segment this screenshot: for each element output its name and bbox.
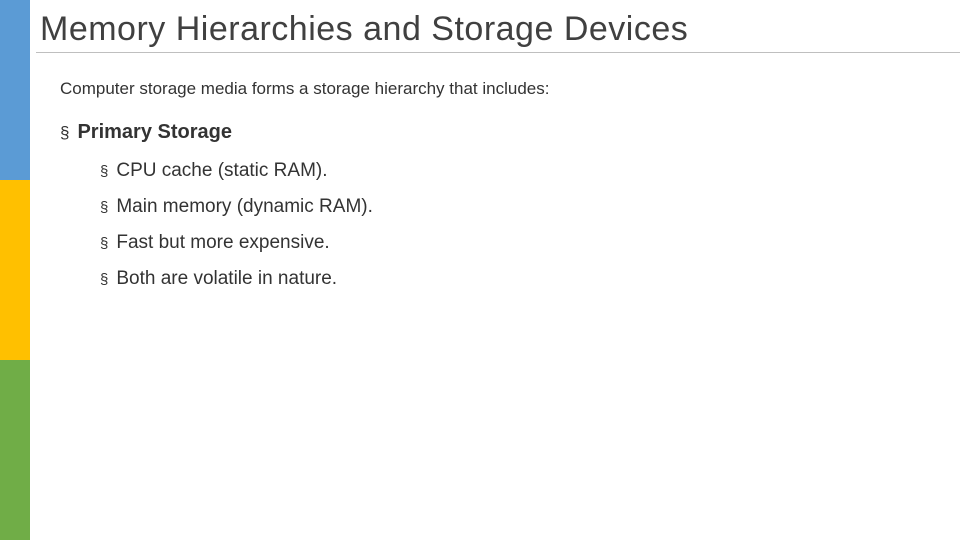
bullet-icon: § <box>100 235 108 252</box>
sidebar-accent-yellow <box>0 180 30 360</box>
section-heading: § Primary Storage <box>36 121 960 144</box>
list-item-text: Main memory (dynamic RAM). <box>116 196 373 218</box>
bullet-icon: § <box>100 163 108 180</box>
list-item: § Fast but more expensive. <box>100 232 960 254</box>
section-heading-text: Primary Storage <box>77 121 232 144</box>
content-area: Memory Hierarchies and Storage Devices C… <box>36 0 960 304</box>
list-item-text: Fast but more expensive. <box>116 232 329 254</box>
sidebar-accent-blue <box>0 0 30 180</box>
list-item: § CPU cache (static RAM). <box>100 160 960 182</box>
intro-text: Computer storage media forms a storage h… <box>36 79 960 99</box>
list-item: § Main memory (dynamic RAM). <box>100 196 960 218</box>
bullet-icon: § <box>100 271 108 288</box>
sidebar-accent <box>0 0 30 540</box>
slide-title: Memory Hierarchies and Storage Devices <box>36 10 960 53</box>
sidebar-accent-green <box>0 360 30 540</box>
list-item-text: CPU cache (static RAM). <box>116 160 327 182</box>
list-item-text: Both are volatile in nature. <box>116 268 337 290</box>
sub-list: § CPU cache (static RAM). § Main memory … <box>36 160 960 290</box>
bullet-icon: § <box>60 123 69 143</box>
bullet-icon: § <box>100 199 108 216</box>
list-item: § Both are volatile in nature. <box>100 268 960 290</box>
